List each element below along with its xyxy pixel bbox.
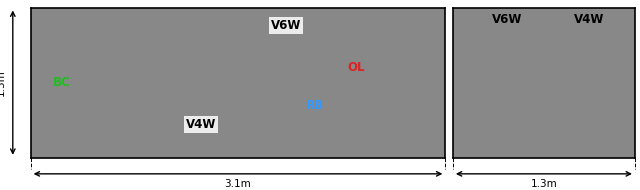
Text: OL: OL [348, 61, 365, 74]
Text: V4W: V4W [574, 13, 605, 26]
Text: V6W: V6W [492, 13, 523, 26]
Text: RB: RB [306, 99, 324, 112]
Text: BC: BC [53, 76, 70, 89]
Text: 1.3m: 1.3m [0, 69, 6, 96]
Text: 1.3m: 1.3m [531, 179, 557, 189]
Text: V6W: V6W [271, 19, 301, 32]
Text: 3.1m: 3.1m [225, 179, 252, 189]
Text: V4W: V4W [186, 118, 216, 131]
